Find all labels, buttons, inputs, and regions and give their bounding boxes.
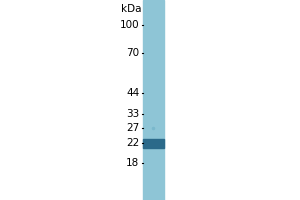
Text: 22: 22 [126,138,140,148]
Bar [142,139,164,148]
Text: 100: 100 [120,20,140,30]
Text: 33: 33 [126,109,140,119]
Text: 70: 70 [126,48,140,58]
Text: kDa: kDa [121,4,142,14]
Text: 27: 27 [126,123,140,133]
Bar [142,0,164,200]
Text: 18: 18 [126,158,140,168]
Text: 44: 44 [126,88,140,98]
